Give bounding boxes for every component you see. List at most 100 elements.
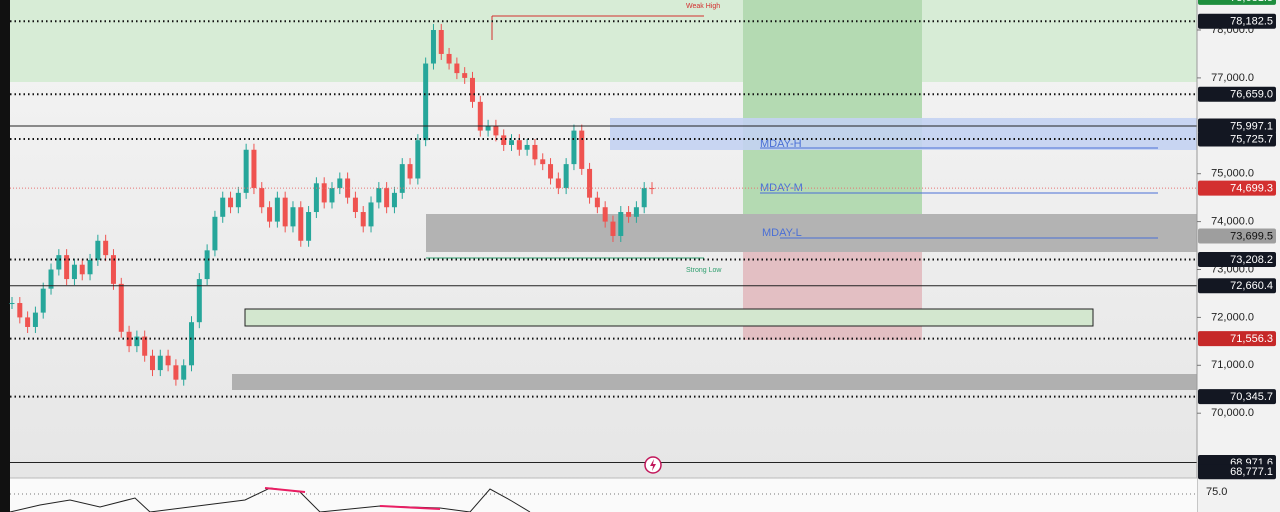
candle-body [267,207,273,222]
candle-body [157,355,163,371]
price-tag [1198,331,1276,347]
candle-body [594,197,600,208]
candle-body [391,192,397,208]
candle-body [399,164,405,193]
candle-body [384,188,390,208]
candle-body [259,188,265,208]
candle-body [446,53,452,64]
candle-body [345,178,351,198]
candle-body [368,202,374,227]
candle-body [563,164,569,189]
candle-body [438,30,444,54]
supply-zone [10,0,1197,82]
candle-body [40,288,46,313]
axis-tick-label: 77,000.0 [1211,72,1254,84]
price-tag [1198,278,1276,294]
candle-body [532,144,538,160]
candle-body [87,259,93,275]
mday-h-zone [610,118,1197,150]
candle-body [469,77,475,102]
candle-body [173,365,179,380]
candle-body [509,140,515,145]
candle-body [633,207,639,217]
candle-body [321,183,327,203]
candle-body [95,240,101,260]
price-tag-label: 74,699.3 [1230,183,1273,195]
candle-body [641,188,647,208]
price-tag [1198,86,1276,102]
candle-body [540,159,546,165]
candle-body [79,264,85,275]
lower-zone [232,374,1197,390]
candle-body [306,212,312,241]
indicator-label: 75.0 [1206,486,1227,498]
candle-body [485,125,491,131]
candle-body [196,279,202,323]
price-tag-label: 78,182.5 [1230,16,1273,28]
price-tag-label: 75,997.1 [1230,120,1273,132]
axis-tick-label: 70,000.0 [1211,407,1254,419]
price-tag [1198,180,1276,196]
candle-body [454,63,460,74]
price-tag [1198,13,1276,29]
candle-body [103,240,109,256]
candle-body [165,355,171,366]
axis-labels: 78,000.077,000.075,000.074,000.073,000.0… [1197,0,1276,480]
price-tag-label: 73,699.5 [1230,230,1273,242]
divergence-2 [379,505,441,510]
candle-body [501,135,507,145]
mday-h-label: MDAY-H [760,138,802,150]
price-tag [1198,464,1276,480]
axis-tick-label: 75,000.0 [1211,168,1254,180]
alert-bolt [650,459,656,471]
candle-body [587,168,593,198]
candle-body [25,317,31,327]
price-tag-label: 71,556.3 [1230,333,1273,345]
divergence-1 [264,487,306,493]
candle-body [516,140,522,150]
candle-body [32,312,38,327]
candle-body [290,207,296,227]
candle-body [555,178,561,189]
weak-high-label: Weak High [686,3,720,10]
candle-body [126,331,132,347]
price-tag [1198,131,1276,147]
candle-body [220,197,226,217]
candle-body [56,255,62,270]
price-tag-label: 76,659.0 [1230,89,1273,101]
candle-body [407,164,413,179]
candle-body [189,322,195,366]
candle-body [243,149,249,193]
candle-body [282,197,288,227]
price-tag-label: 68,777.1 [1230,466,1273,478]
candle-body [228,197,234,208]
candle-body [430,30,436,64]
candle-body [477,101,483,131]
fvg-zone [244,308,1094,327]
price-tag [1198,252,1276,268]
candle-body [352,197,358,213]
candle-body [626,212,632,217]
price-tag-label: 78,681.5 [1230,0,1273,4]
candle-body [142,336,148,356]
candle-body [618,212,624,236]
candle-body [204,250,210,280]
candle-body [524,144,530,150]
candle-body [548,164,554,179]
strong-low-label: Strong Low [686,267,722,274]
candle-body [149,355,155,371]
candle-body [118,283,124,332]
candle-body [579,130,585,169]
candle-body [17,303,23,318]
candle-body [423,63,429,141]
candle-body [337,178,343,189]
price-tag-label: 70,345.7 [1230,391,1273,403]
price-tag [1198,0,1276,5]
axis-tick-label: 72,000.0 [1211,311,1254,323]
candle-body [493,125,499,136]
candles [9,24,655,386]
indicator-pane [10,478,1197,512]
candle-body [251,149,257,189]
candle-body [313,183,319,213]
